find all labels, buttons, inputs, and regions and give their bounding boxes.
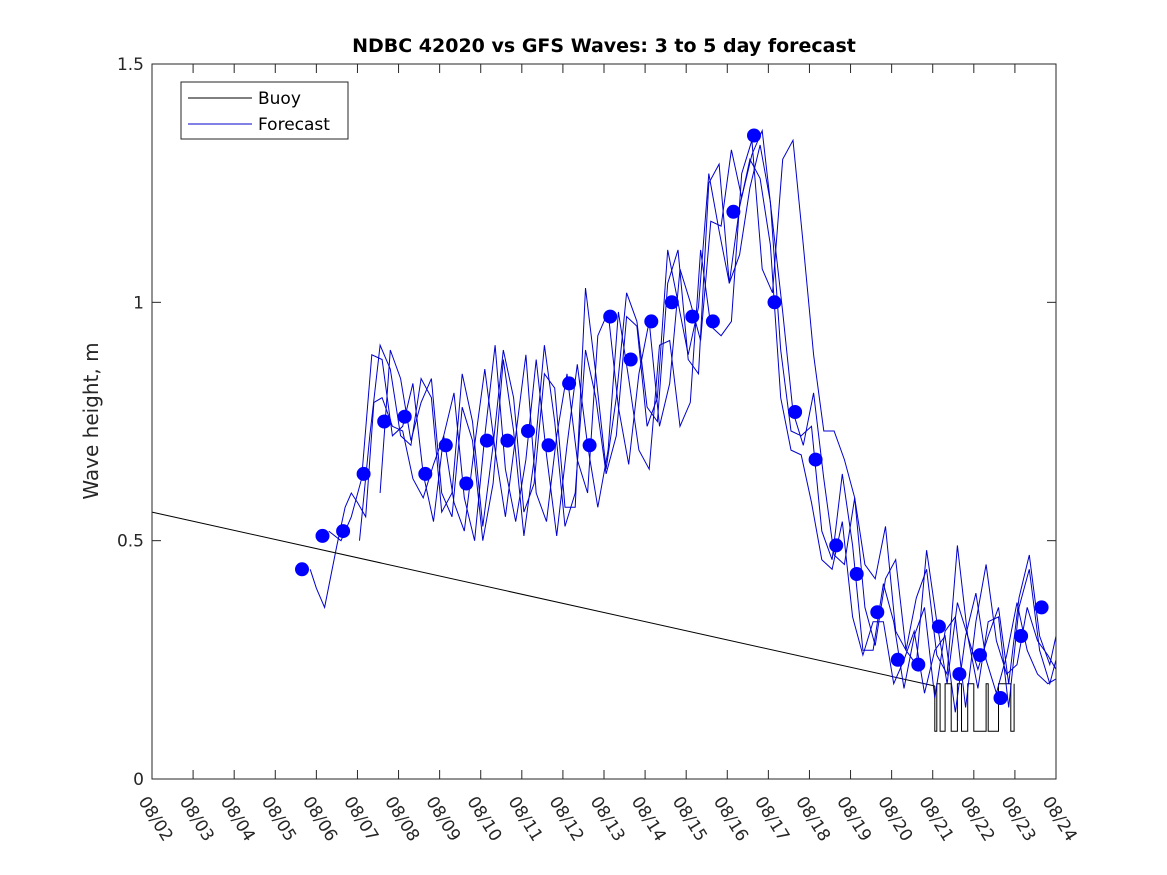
buoy-marker [911,657,926,672]
buoy-marker [685,309,700,324]
series-layer [151,128,1057,732]
buoy-marker [397,409,412,424]
buoy-marker [705,314,720,329]
series-line-3 [309,128,1057,684]
buoy-marker [1014,629,1029,643]
buoy-marker [931,619,946,634]
buoy-marker [582,438,597,453]
plot-area [152,64,1056,779]
buoy-marker [315,528,330,543]
buoy-marker [418,466,433,481]
series-line-2 [934,683,1015,732]
buoy-marker [952,667,967,682]
buoy-marker [623,352,638,367]
buoy-marker [500,433,515,448]
buoy-marker [295,562,309,577]
buoy-marker [521,424,535,438]
buoy-marker [993,691,1008,705]
buoy-marker [808,452,823,467]
buoy-marker [377,414,392,429]
series-line-4 [328,138,1057,708]
buoy-marker [479,433,494,448]
legend-forecast-label: Forecast [258,115,330,135]
y-tick-label: 1.5 [117,55,144,75]
buoy-marker [356,466,371,481]
buoy-marker [726,204,741,219]
buoy-marker [870,605,885,620]
legend-buoy-label: Buoy [258,89,301,109]
buoy-marker [747,128,761,143]
buoy-marker [438,438,453,453]
y-tick-label: 1 [133,293,144,313]
buoy-marker [664,295,679,310]
buoy-marker [849,567,864,581]
buoy-marker [336,524,351,539]
y-tick-label: 0.5 [117,532,144,552]
buoy-marker [829,538,844,553]
buoy-marker [644,314,659,329]
series-line-6 [379,157,1057,713]
series-line-1 [151,511,935,687]
buoy-marker [459,476,474,491]
buoy-marker [890,652,905,667]
legend-box [180,81,349,140]
series-line-5 [359,144,1057,708]
buoy-marker [562,376,577,391]
buoy-marker [973,648,987,663]
buoy-marker [788,405,803,419]
chart-title: NDBC 42020 vs GFS Waves: 3 to 5 day fore… [352,35,856,57]
buoy-marker [603,309,618,324]
y-axis-label: Wave height, m [79,342,103,499]
buoy-marker [1034,600,1049,615]
marker-layer [295,128,1049,705]
y-tick-label: 0 [133,770,144,790]
legend: Buoy Forecast [180,81,349,140]
buoy-marker [767,295,782,310]
buoy-marker [541,438,556,453]
